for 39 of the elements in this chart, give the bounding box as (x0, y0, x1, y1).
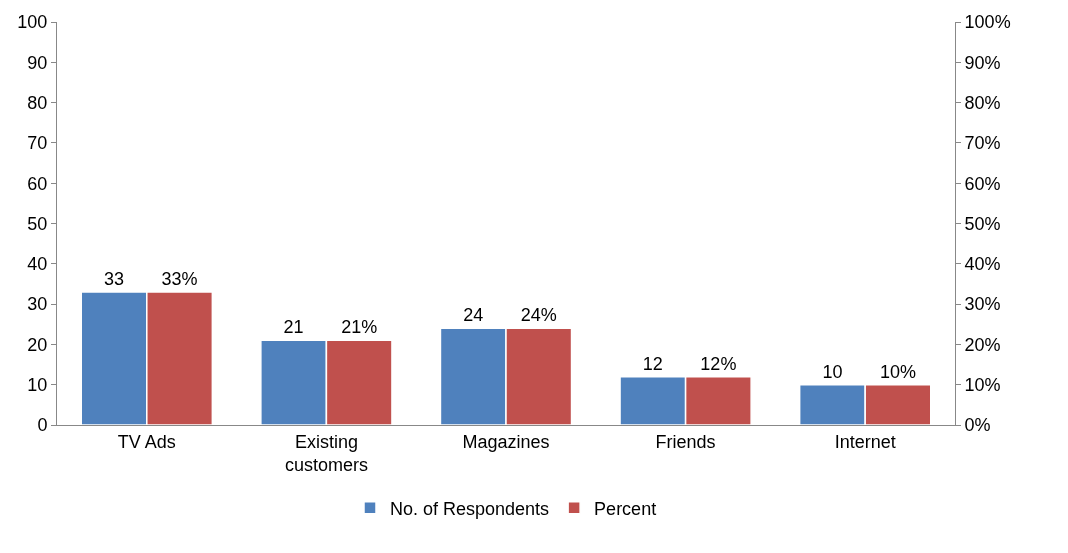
data-label: 12 (642, 353, 663, 374)
y2-tick-label: 20% (964, 334, 1001, 355)
y-tick-label: 80 (27, 92, 48, 113)
data-label: 24% (520, 305, 557, 326)
y-tick-label: 60 (27, 173, 48, 194)
y2-tick-label: 10% (964, 375, 1001, 395)
y-tick-label: 40 (27, 254, 48, 275)
y2-tick-label: 50% (964, 213, 1001, 234)
data-label: 21 (283, 317, 304, 338)
y-tick-label: 100 (17, 12, 48, 33)
data-label: 33% (161, 269, 198, 290)
y-tick-label: 70 (27, 133, 48, 154)
x-tick-label: TV Ads (117, 431, 176, 452)
legend-label: Percent (594, 498, 657, 519)
y2-tick-label: 70% (964, 133, 1001, 154)
x-tick-label: Friends (655, 431, 716, 452)
y-tick-label: 10 (27, 375, 48, 395)
data-label: 10% (879, 361, 916, 382)
y-tick-label: 0 (37, 415, 48, 436)
data-label: 24 (463, 305, 484, 326)
y2-tick-label: 60% (964, 173, 1001, 194)
y-tick-label: 50 (27, 213, 48, 234)
data-label: 10 (822, 361, 843, 382)
legend-label: No. of Respondents (390, 498, 550, 519)
y2-tick-label: 0% (964, 415, 991, 436)
y-tick-label: 30 (27, 294, 48, 315)
data-label: 33 (104, 269, 125, 290)
x-tick-label: Magazines (462, 431, 550, 452)
data-label: 12% (700, 353, 737, 374)
y-tick-label: 20 (27, 334, 48, 355)
y2-tick-label: 40% (964, 254, 1001, 275)
y2-tick-label: 80% (964, 92, 1001, 113)
y2-tick-label: 90% (964, 52, 1001, 73)
x-tick-label: Existing customers (284, 431, 368, 475)
x-tick-label: Internet (834, 431, 896, 452)
y-tick-label: 90 (27, 52, 48, 73)
y2-tick-label: 30% (964, 294, 1001, 315)
y2-tick-label: 100% (964, 12, 1011, 33)
data-label: 21% (341, 317, 378, 338)
